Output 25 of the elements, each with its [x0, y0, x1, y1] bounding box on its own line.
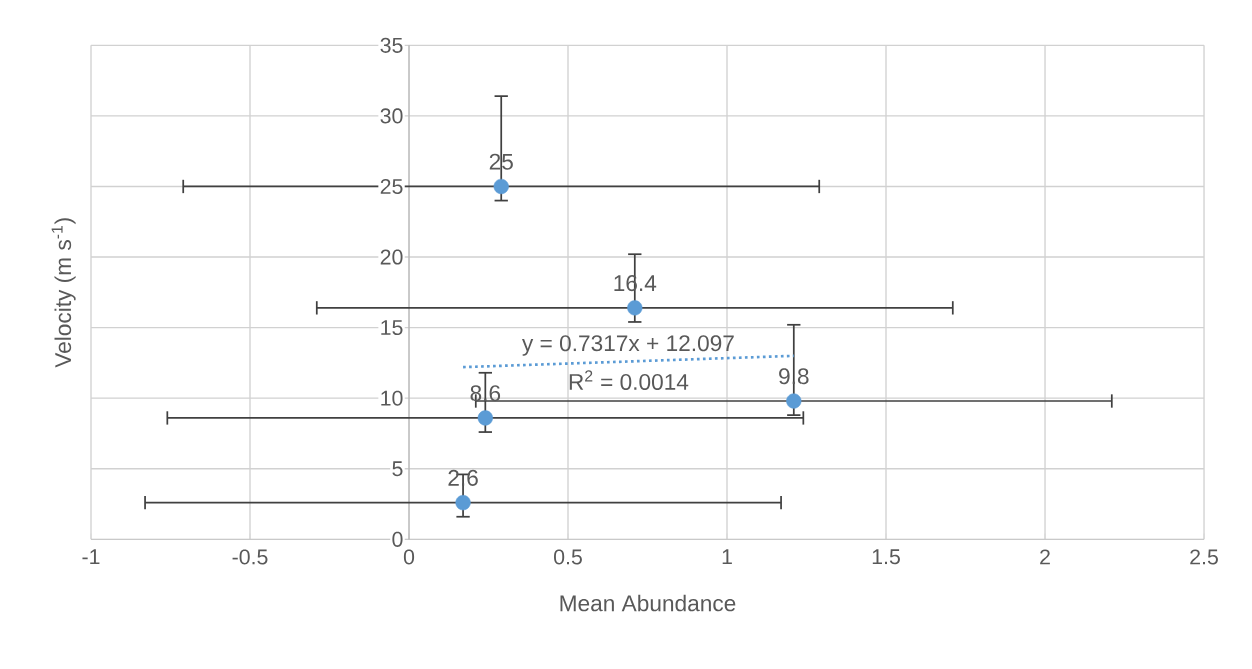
point: [455, 494, 471, 511]
x-tick-label: 0.5: [554, 549, 582, 565]
y-tick-label: 30: [380, 108, 403, 124]
y-tick-label: 35: [380, 37, 403, 53]
point: [786, 393, 802, 409]
x-tick-label: 1.5: [872, 549, 900, 565]
annotation: y = 0.7317x + 12.097: [522, 335, 734, 356]
point: [477, 410, 493, 426]
x-axis-title: Mean Abundance: [560, 594, 736, 612]
x-tick-label: -0.5: [232, 549, 268, 565]
y-tick-label: 5: [392, 461, 403, 477]
x-tick-label: 1: [722, 549, 732, 564]
y-tick-label: 15: [381, 320, 403, 335]
y-axis-title: Velocity (m s$^{-1}$): [51, 218, 76, 368]
annotation: R$^{2}$ = 0.0014: [569, 370, 689, 390]
x-tick-label: -1: [82, 549, 100, 564]
x-tick-label: 2: [1040, 549, 1050, 565]
x-tick-label: 2.5: [1190, 549, 1218, 565]
x-tick-label: 0: [403, 549, 415, 565]
y-tick-label: 20: [380, 249, 403, 265]
y-tick-label: 25: [380, 178, 403, 194]
y-tick-label: 0: [392, 531, 403, 547]
y-tick-label: 10: [381, 390, 403, 406]
point: [493, 178, 509, 194]
point: [627, 300, 643, 316]
